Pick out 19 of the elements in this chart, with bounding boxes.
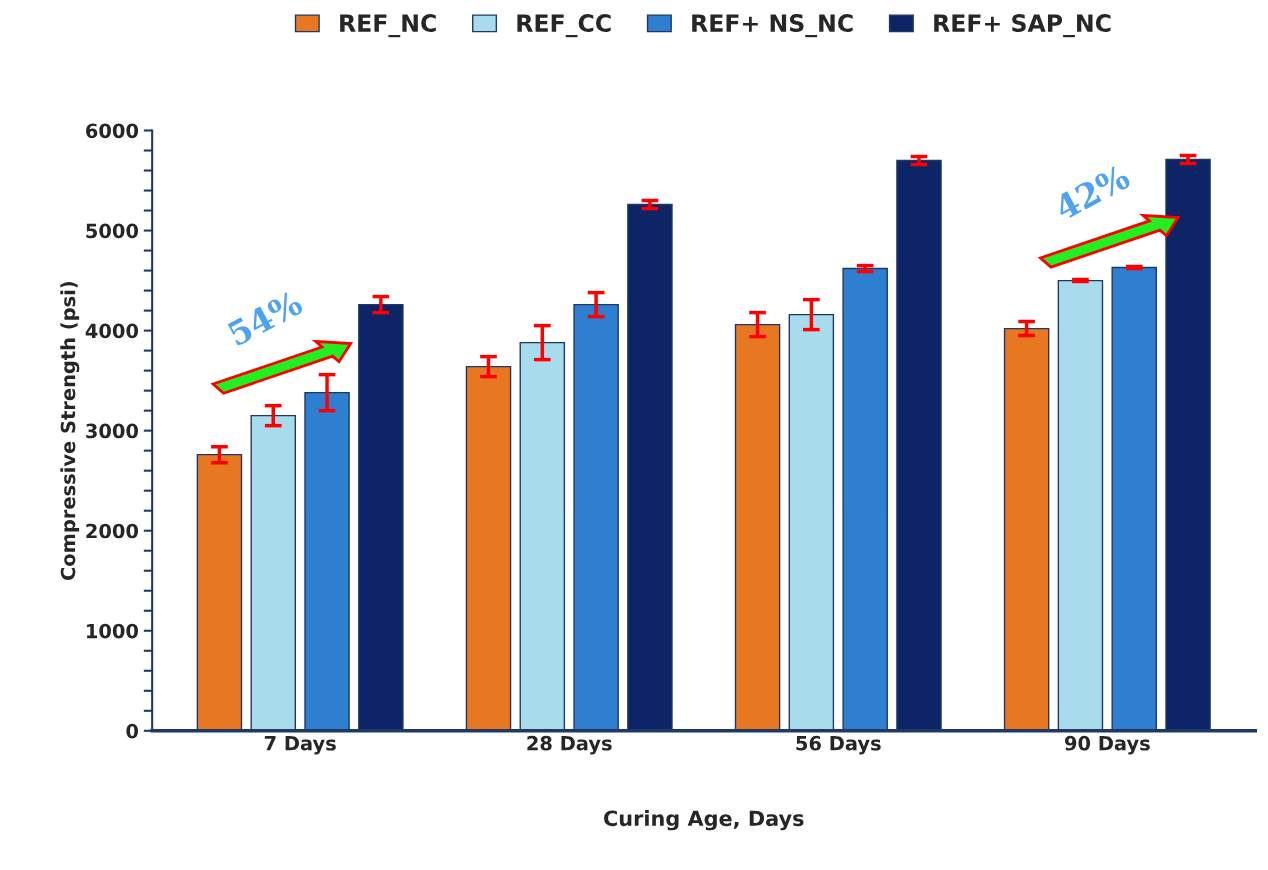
y-tick-label: 6000 xyxy=(86,123,139,139)
y-tick-label: 5000 xyxy=(86,223,139,239)
x-tick-label: 7 Days xyxy=(264,736,336,755)
annotation: 42% xyxy=(1052,163,1132,222)
legend-label: REF+ NS_NC xyxy=(692,14,853,38)
x-axis-title: Curing Age, Days xyxy=(604,810,804,831)
y-tick-label: 0 xyxy=(126,723,139,739)
x-tick-label: 28 Days xyxy=(527,735,612,755)
y-tick-label: 1000 xyxy=(87,623,139,639)
legend-label: REF_NC xyxy=(340,14,436,38)
annotation: 54% xyxy=(226,289,305,347)
y-axis-title: Compressive Strength (psi) xyxy=(60,281,80,581)
y-tick-label: 3000 xyxy=(86,423,139,439)
y-tick-label: 2000 xyxy=(86,523,139,539)
legend-label: REF_CC xyxy=(517,14,611,38)
y-tick-label: 4000 xyxy=(85,323,139,339)
x-tick-label: 90 Days xyxy=(1064,735,1150,755)
x-tick-label: 56 Days xyxy=(796,735,881,755)
legend-label: REF+ SAP_NC xyxy=(934,14,1111,38)
